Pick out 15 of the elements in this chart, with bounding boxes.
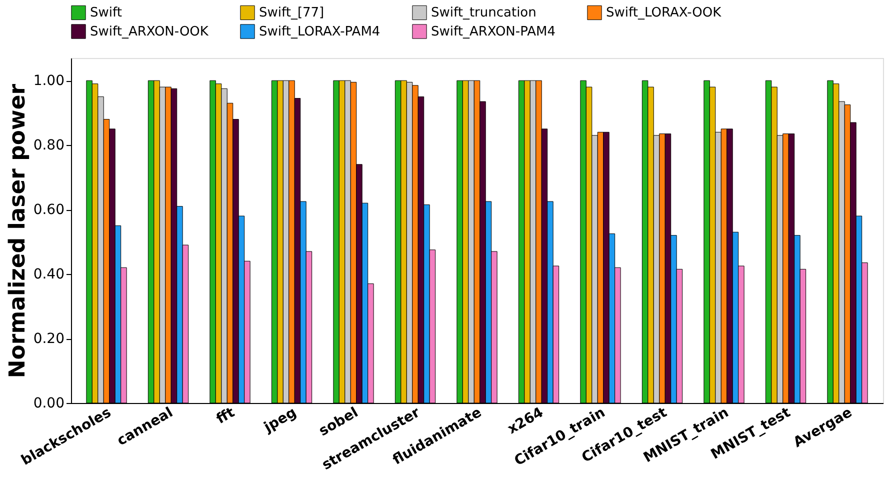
x-tick-label: fft [214,404,238,428]
legend-label: Swift [90,6,122,21]
legend-label: Swift_LORAX-PAM4 [259,24,380,40]
legend-label: Swift_LORAX-OOK [606,6,722,21]
legend-label: Swift_[77] [259,6,324,21]
y-tick-label: 0.20 [33,331,64,348]
y-tick-label: 0.60 [33,202,64,218]
y-tick-label: 0.40 [33,266,64,283]
legend-label: Swift_ARXON-PAM4 [431,24,556,40]
y-tick-label: 0.80 [33,138,64,154]
y-axis-title: Normalized laser power [5,84,30,378]
legend-label: Swift_ARXON-OOK [90,24,209,40]
legend-label: Swift_truncation [431,6,536,21]
y-tick-label: 0.00 [33,396,64,412]
y-tick-label: 1.00 [33,73,64,90]
